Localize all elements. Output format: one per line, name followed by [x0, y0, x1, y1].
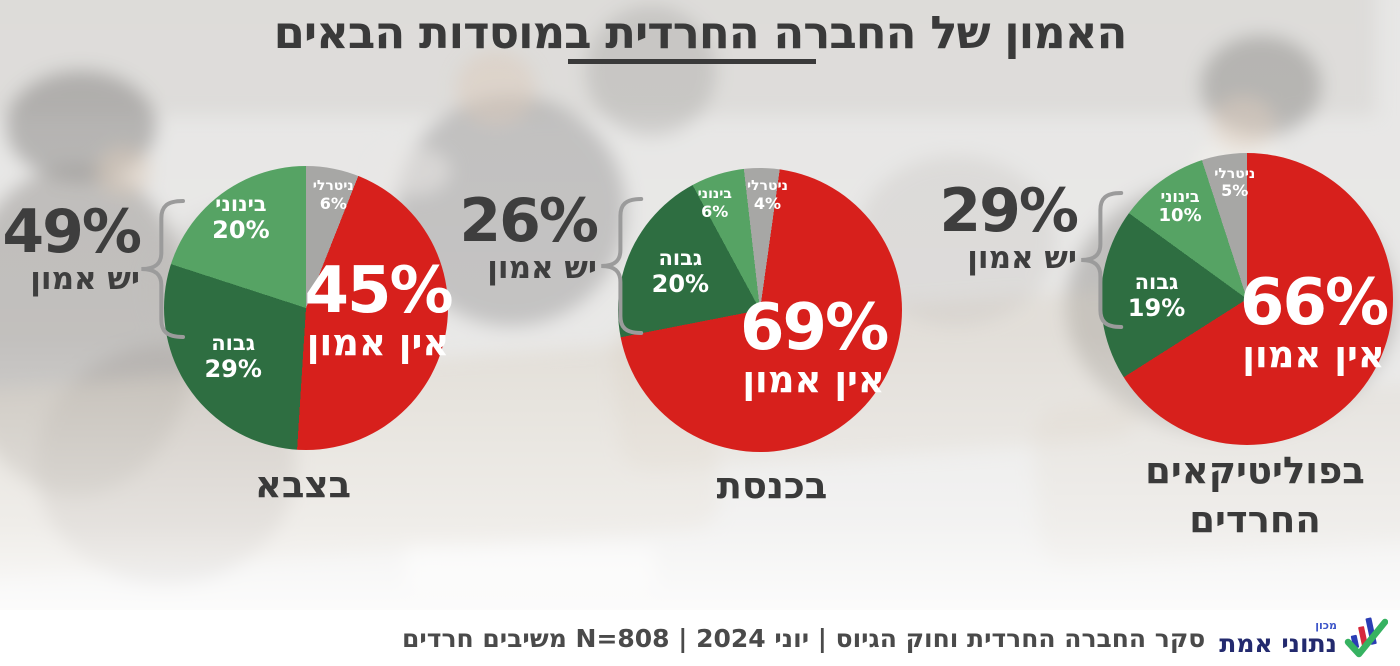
pie-haredi-politicians	[1101, 153, 1393, 445]
no-trust-label: אין אמון	[1242, 332, 1385, 376]
caption-line: בצבא	[254, 463, 352, 506]
no-trust-label: אין אמון	[306, 321, 450, 365]
slice-label-trust-medium: בינוני 10%	[1158, 186, 1202, 226]
pie-knesset	[618, 168, 902, 452]
slice-label-trust-medium: בינוני 6%	[697, 186, 732, 222]
slice-percent: 5%	[1221, 181, 1249, 201]
curly-brace-icon	[1078, 190, 1126, 330]
slice-percent: 4%	[753, 194, 782, 214]
curly-brace-icon	[138, 198, 188, 340]
slice-label-no-trust: 69% אין אמון	[740, 290, 889, 403]
pie-army	[164, 166, 448, 450]
logo-institute-label: מכון	[1315, 619, 1337, 632]
slice-name: ניטרלי	[746, 178, 788, 195]
no-trust-label: אין אמון	[742, 357, 885, 401]
slice-name: גבוה	[211, 331, 256, 356]
slice-label-neutral: ניטרלי 4%	[746, 178, 788, 214]
caption-knesset: בכנסת	[717, 461, 828, 510]
page-title: האמון של החברה החרדית במוסדות הבאים	[273, 6, 1128, 59]
footer-bar: מכון נתוני אמת סקר החברה החרדית וחוק הגי…	[0, 610, 1400, 666]
caption-haredi-politicians: בפוליטיקאים החרדים	[1145, 446, 1365, 544]
logo-text: מכון נתוני אמת	[1219, 620, 1337, 656]
trust-percent: 29%	[939, 176, 1079, 246]
survey-caption: סקר החברה החרדית וחוק הגיוס | יוני 2024 …	[401, 623, 1206, 653]
trust-percent: 26%	[459, 186, 599, 256]
trust-label: יש אמון	[487, 250, 597, 286]
title-underline	[568, 59, 816, 64]
slice-label-trust-high: גבוה 20%	[652, 247, 709, 297]
slice-label-no-trust: 45% אין אמון	[304, 254, 453, 366]
slice-percent: 6%	[701, 202, 729, 222]
caption-line: בכנסת	[716, 464, 828, 507]
slice-percent: 29%	[204, 354, 262, 383]
caption-army: בצבא	[255, 460, 351, 509]
slice-label-neutral: ניטרלי 5%	[1214, 165, 1256, 201]
logo: מכון נתוני אמת	[1219, 615, 1388, 661]
trust-label: יש אמון	[967, 240, 1077, 276]
logo-bars-check-icon	[1344, 617, 1388, 658]
curly-brace-icon	[598, 196, 646, 336]
slice-label-neutral: ניטרלי 6%	[312, 178, 354, 214]
trust-percent: 49%	[2, 197, 142, 267]
slice-label-trust-high: גבוה 19%	[1127, 269, 1186, 322]
slice-label-trust-medium: בינוני 20%	[212, 193, 269, 243]
slice-name: גבוה	[1134, 269, 1179, 294]
trust-callout-knesset: 26% יש אמון	[459, 186, 599, 286]
slice-percent: 10%	[1158, 204, 1202, 226]
brace-knesset	[598, 196, 646, 340]
slice-name: בינוני	[697, 186, 732, 203]
trust-label: יש אמון	[30, 261, 140, 297]
slice-percent: 20%	[212, 215, 270, 244]
no-trust-percent: 69%	[740, 290, 889, 365]
brace-haredi-politicians	[1078, 190, 1126, 334]
brace-army	[138, 198, 188, 344]
slice-label-trust-high: גבוה 29%	[204, 332, 261, 382]
trust-callout-army: 49% יש אמון	[2, 197, 142, 297]
trust-callout-haredi-politicians: 29% יש אמון	[939, 176, 1079, 276]
slice-percent: 20%	[651, 269, 710, 298]
slice-percent: 19%	[1127, 293, 1186, 322]
slice-name: גבוה	[658, 246, 703, 271]
no-trust-percent: 66%	[1239, 265, 1389, 340]
slice-label-no-trust: 66% אין אמון	[1239, 265, 1389, 378]
caption-line: בפוליטיקאים	[1145, 449, 1365, 492]
caption-line: החרדים	[1189, 498, 1321, 541]
no-trust-percent: 45%	[304, 254, 453, 329]
slice-name: בינוני	[1160, 186, 1200, 206]
logo-name: נתוני אמת	[1219, 629, 1337, 658]
slice-name: ניטרלי	[1214, 165, 1256, 182]
slice-name: ניטרלי	[312, 178, 354, 195]
slice-percent: 6%	[319, 194, 347, 214]
slice-name: בינוני	[215, 192, 267, 217]
